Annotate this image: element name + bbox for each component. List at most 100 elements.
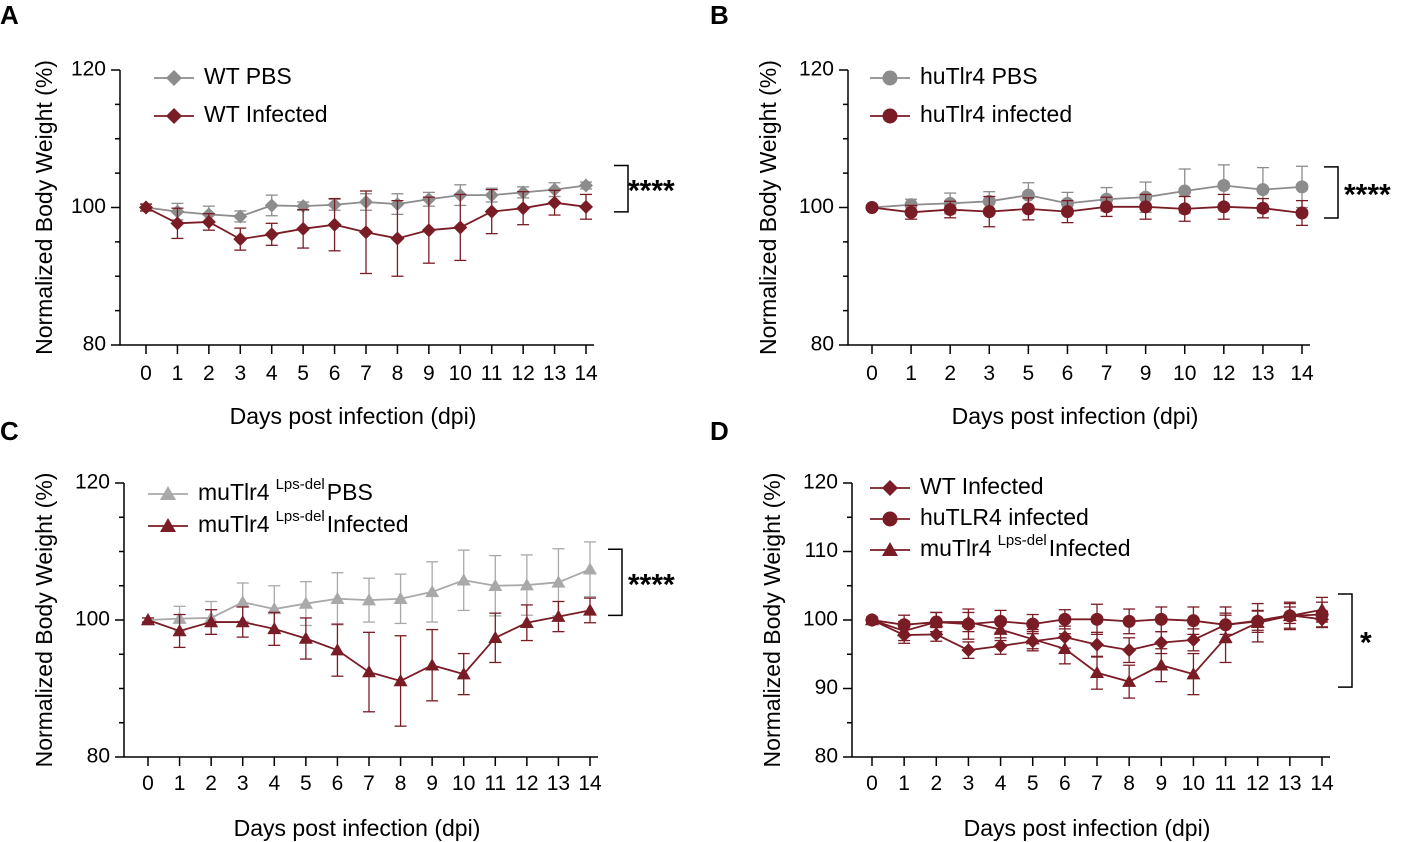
data-point: [330, 643, 345, 656]
data-point: [390, 231, 405, 246]
y-tick-label: 110: [805, 539, 838, 562]
x-tick-label: 2: [944, 362, 956, 385]
x-tick-label: 11: [484, 772, 506, 795]
data-point: [139, 200, 153, 215]
legend-label: muTlr4 Lps-delInfected: [198, 508, 409, 537]
x-tick-label: 0: [142, 772, 154, 795]
x-tick-label: 12: [1246, 772, 1269, 795]
y-tick-label: 80: [83, 333, 106, 356]
y-tick-label: 120: [803, 471, 838, 494]
x-tick-label: 7: [1091, 772, 1103, 795]
legend-label: huTlr4 PBS: [920, 63, 1038, 89]
y-tick-label: 100: [75, 608, 110, 631]
x-tick-label: 7: [363, 772, 375, 795]
legend-marker: [160, 486, 176, 500]
x-tick-label: 12: [515, 772, 538, 795]
x-tick-label: 14: [578, 772, 602, 795]
y-axis-title: Normalized Body Weight (%): [755, 60, 781, 355]
data-point: [233, 209, 248, 224]
x-tick-label: 9: [423, 362, 435, 385]
panel-letter: B: [710, 0, 729, 30]
data-point: [929, 615, 944, 628]
legend-item: muTlr4 Lps-delInfected: [148, 508, 409, 537]
data-point: [425, 658, 440, 671]
data-point: [897, 623, 912, 637]
x-tick-label: 13: [547, 772, 570, 795]
data-point: [267, 621, 282, 635]
legend-name: WT Infected: [204, 101, 328, 127]
legend-label: huTlr4 infected: [920, 101, 1072, 127]
data-point: [267, 602, 282, 615]
data-point: [1217, 200, 1231, 214]
significance-bracket: [614, 164, 629, 213]
data-point: [1060, 205, 1074, 219]
data-point: [1122, 674, 1137, 687]
legend-suffix: PBS: [327, 479, 373, 505]
x-tick-label: 12: [1212, 362, 1235, 385]
x-tick-label: 14: [574, 362, 598, 385]
legend-label: WT Infected: [920, 473, 1044, 499]
y-tick-label: 120: [75, 471, 110, 494]
data-point: [1122, 643, 1137, 658]
data-point: [1154, 658, 1169, 671]
x-tick-label: 0: [866, 772, 878, 795]
x-tick-label: 8: [392, 362, 404, 385]
series-3: [865, 596, 1329, 699]
significance-bracket: [1338, 593, 1353, 688]
data-point: [359, 225, 373, 240]
x-tick-label: 7: [1101, 362, 1113, 385]
data-point: [929, 627, 944, 642]
x-tick-label: 3: [237, 772, 249, 795]
x-tick-label: 1: [172, 362, 184, 385]
data-point: [516, 201, 531, 216]
legend-marker: [166, 70, 182, 86]
data-point: [235, 595, 250, 608]
data-point: [362, 665, 376, 678]
legend-item: huTLR4 infected: [870, 504, 1089, 530]
x-tick-label: 10: [452, 772, 475, 795]
legend-item: muTlr4 Lps-delInfected: [870, 532, 1131, 561]
x-tick-label: 1: [898, 772, 910, 795]
x-tick-label: 1: [174, 772, 186, 795]
data-point: [453, 220, 468, 235]
data-point: [1058, 612, 1072, 626]
x-tick-label: 9: [1140, 362, 1152, 385]
data-point: [393, 673, 408, 687]
x-tick-label: 3: [963, 772, 975, 795]
x-tick-label: 0: [866, 362, 878, 385]
legend-label: huTLR4 infected: [920, 504, 1089, 530]
y-tick-label: 100: [71, 195, 106, 218]
data-point: [1315, 602, 1329, 615]
data-point: [298, 596, 313, 609]
x-tick-label: 10: [1182, 772, 1205, 795]
data-point: [393, 591, 408, 605]
series-2: [141, 597, 597, 727]
data-point: [579, 178, 593, 193]
data-point: [547, 195, 562, 210]
data-point: [201, 214, 216, 229]
legend-name: WT Infected: [920, 473, 1044, 499]
x-tick-label: 12: [511, 362, 534, 385]
data-point: [298, 631, 313, 644]
data-point: [551, 575, 566, 588]
y-tick-label: 80: [815, 745, 838, 768]
data-point: [1025, 632, 1040, 645]
legend-name: WT PBS: [204, 63, 292, 89]
data-point: [993, 639, 1008, 654]
data-point: [865, 613, 879, 626]
significance-bracket: [1324, 166, 1339, 219]
significance-label: ****: [628, 175, 675, 208]
data-point: [170, 216, 185, 231]
data-point: [904, 205, 918, 219]
data-point: [233, 232, 248, 247]
data-point: [1256, 201, 1270, 215]
data-point: [327, 217, 342, 232]
data-point: [141, 613, 155, 626]
x-tick-label: 13: [543, 362, 566, 385]
data-point: [204, 615, 219, 628]
legend-item: WT PBS: [154, 63, 292, 89]
series-line: [871, 184, 1303, 209]
data-point: [943, 203, 957, 217]
